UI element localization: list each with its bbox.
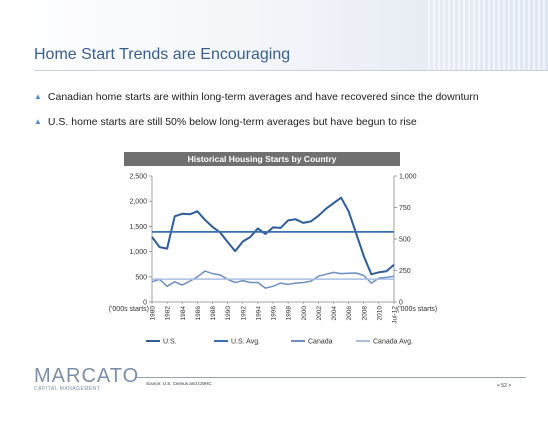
right-tick-label: 250 — [399, 268, 411, 275]
right-tick-label: 0 — [399, 300, 403, 307]
marcato-logo: MARCATO — [34, 365, 140, 387]
x-tick-label: 2002 — [316, 306, 323, 321]
left-axis-unit-label: ('000s starts) — [109, 306, 149, 313]
bullet-2-text: U.S. home starts are still 50% below lon… — [47, 116, 417, 128]
triangle-bullet-icon: ▲ — [34, 92, 42, 101]
right-tick-label: 500 — [399, 237, 411, 244]
bullet-1: ▲ Canadian home starts are within long-te… — [34, 91, 479, 103]
page-title: Home Start Trends are Encouraging — [34, 46, 291, 63]
x-tick-label: 1986 — [195, 306, 202, 321]
x-tick-label: 1984 — [180, 306, 187, 321]
x-tick-label: 2006 — [346, 306, 353, 321]
legend-label: U.S. Avg. — [231, 339, 260, 346]
legend-label: Canada — [308, 339, 333, 346]
left-tick-label: 2,500 — [129, 174, 147, 181]
right-tick-label: 1,000 — [399, 174, 417, 181]
triangle-bullet-icon: ▲ — [34, 117, 42, 126]
bullet-2: ▲ U.S. home starts are still 50% below lo… — [34, 116, 417, 128]
x-tick-label: 2004 — [331, 306, 338, 321]
title-divider — [34, 70, 548, 71]
left-tick-label: 1,000 — [129, 249, 147, 256]
legend-label: Canada Avg. — [373, 339, 413, 346]
left-tick-label: 1,500 — [129, 224, 147, 231]
footer-divider — [136, 377, 526, 378]
chart-title: Historical Housing Starts by Country — [124, 152, 400, 166]
x-tick-label: 1990 — [225, 306, 232, 321]
left-tick-label: 2,000 — [129, 199, 147, 206]
logo-subtext: CAPITAL MANAGEMENT — [34, 386, 101, 392]
x-tick-label: 1988 — [210, 306, 217, 321]
x-tick-label: 2008 — [361, 306, 368, 321]
x-tick-label: 1982 — [165, 306, 172, 321]
series-line-u-s — [151, 196, 395, 276]
left-tick-label: 500 — [135, 274, 147, 281]
right-axis-unit-label: ('000s starts) — [397, 306, 437, 313]
page-number: < 52 > — [497, 383, 512, 389]
bullet-1-text: Canadian home starts are within long-ter… — [47, 91, 479, 103]
right-tick-label: 750 — [399, 205, 411, 212]
header-band — [0, 0, 548, 70]
x-tick-label: 1998 — [286, 306, 293, 321]
x-tick-label: 2000 — [301, 306, 308, 321]
x-tick-label: 1980 — [150, 306, 157, 321]
x-tick-label: 1996 — [271, 306, 278, 321]
x-tick-label: 1994 — [255, 306, 262, 321]
legend-label: U.S. — [163, 339, 177, 346]
left-tick-label: 0 — [143, 300, 147, 307]
x-tick-label: Jul-12 — [392, 306, 399, 324]
x-tick-label: 2010 — [376, 306, 383, 321]
source-note: Source: U.S. Census and CMHC. — [146, 381, 213, 386]
x-tick-label: 1992 — [240, 306, 247, 321]
